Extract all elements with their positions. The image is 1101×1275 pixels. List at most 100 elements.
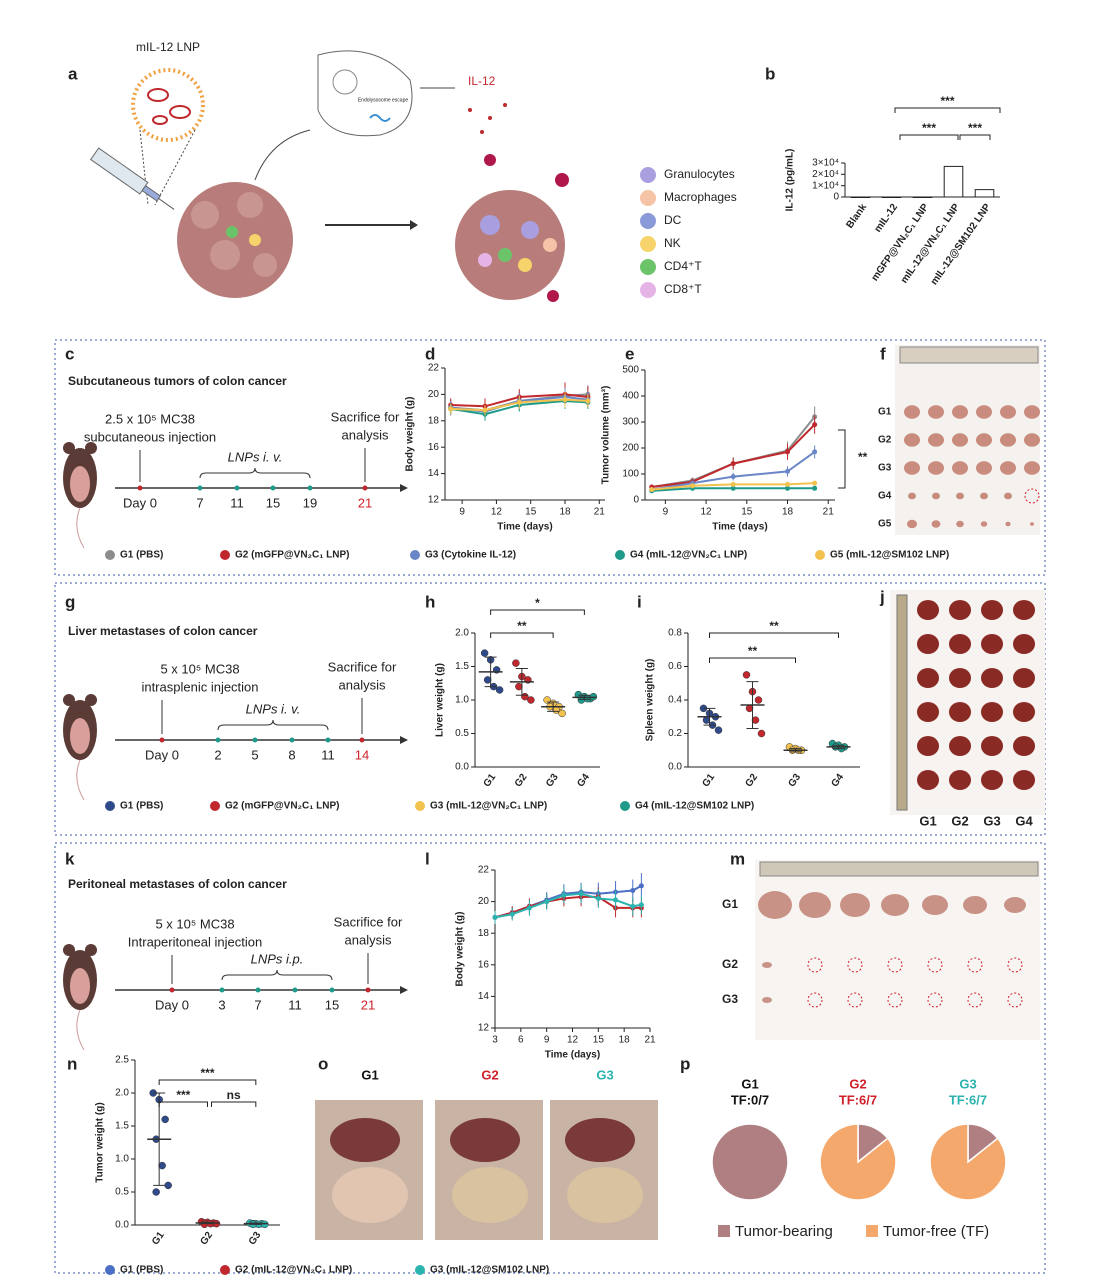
timeline-day: 11 bbox=[288, 997, 302, 1012]
legend-swatch bbox=[640, 213, 656, 229]
y-tick-label: 12 bbox=[428, 495, 440, 506]
y-tick-label: 1.0 bbox=[455, 695, 469, 706]
legend-swatch bbox=[415, 1265, 425, 1275]
timeline-day: 5 bbox=[251, 747, 258, 762]
tumor-photo bbox=[922, 895, 948, 915]
section-title: Liver metastases of colon cancer bbox=[68, 624, 258, 638]
point bbox=[516, 399, 522, 405]
il12-dot bbox=[503, 103, 507, 107]
mouse-tail bbox=[76, 759, 85, 801]
liver-photo bbox=[917, 634, 939, 654]
series-line bbox=[494, 895, 642, 919]
tumor-photo bbox=[952, 461, 968, 475]
mouse-ear bbox=[63, 442, 75, 454]
y-tick-label: 20 bbox=[478, 896, 490, 907]
timeline-dot bbox=[307, 485, 313, 491]
tumor-photo bbox=[956, 492, 964, 500]
empty-marker bbox=[967, 992, 983, 1008]
y-tick-label: 100 bbox=[622, 469, 639, 480]
liver-photo bbox=[917, 736, 939, 756]
legend-label: G2 (mGFP@VN₂C₁ LNP) bbox=[235, 550, 349, 561]
point bbox=[164, 1181, 172, 1190]
liver-photo bbox=[949, 702, 971, 722]
liver-photo bbox=[949, 736, 971, 756]
y-tick-label: 3×10⁴ bbox=[812, 158, 839, 169]
panel-label: d bbox=[425, 344, 435, 363]
panel-label: p bbox=[680, 1054, 690, 1073]
tumor-photo bbox=[1000, 433, 1016, 447]
y-tick-label: 0.5 bbox=[115, 1187, 129, 1198]
photo bbox=[755, 860, 1040, 1040]
tumor-photo bbox=[758, 891, 792, 919]
point bbox=[812, 449, 818, 455]
y-axis-label: Tumor weight (g) bbox=[95, 1102, 106, 1182]
endosome bbox=[332, 69, 358, 95]
sd-bar bbox=[746, 681, 759, 729]
significance-label: ** bbox=[769, 619, 779, 633]
mouse-belly bbox=[70, 718, 90, 754]
point bbox=[448, 406, 454, 412]
timeline-day: Day 0 bbox=[145, 747, 179, 762]
y-tick-label: 2.0 bbox=[115, 1088, 129, 1099]
tumor-photo bbox=[952, 405, 968, 419]
point bbox=[558, 709, 566, 718]
mouse-ear bbox=[63, 694, 75, 706]
cell bbox=[543, 238, 557, 252]
point bbox=[785, 449, 790, 455]
pie-subtitle: TF:0/7 bbox=[731, 1092, 769, 1107]
pie-subtitle: TF:6/7 bbox=[949, 1092, 987, 1107]
y-tick-label: 0 bbox=[833, 192, 839, 203]
pie-title: G1 bbox=[741, 1076, 758, 1091]
row-label: G2 bbox=[878, 435, 892, 446]
panel-label: k bbox=[65, 849, 75, 868]
mouse-ear bbox=[85, 442, 97, 454]
endpoint-text: analysis bbox=[339, 677, 386, 692]
point bbox=[730, 474, 736, 480]
significance-bracket bbox=[158, 1101, 208, 1107]
significance-label: ** bbox=[748, 644, 758, 658]
y-tick-label: 18 bbox=[428, 415, 440, 426]
timeline-dot bbox=[234, 485, 240, 491]
timeline-day: 2 bbox=[214, 747, 221, 762]
x-tick-label: 9 bbox=[663, 507, 669, 518]
y-tick-label: 16 bbox=[428, 442, 440, 453]
tumor-photo bbox=[976, 433, 992, 447]
mouse-tail bbox=[76, 507, 85, 549]
liver-photo bbox=[981, 634, 1003, 654]
liver-photo bbox=[981, 600, 1003, 620]
panel-label: i bbox=[637, 592, 642, 611]
point bbox=[638, 883, 644, 889]
liver-photo bbox=[917, 600, 939, 620]
legend-swatch bbox=[415, 801, 425, 811]
product-label: IL-12 bbox=[468, 74, 496, 88]
y-tick-label: 2.5 bbox=[115, 1055, 129, 1066]
injection-text: Intraperitoneal injection bbox=[128, 934, 262, 949]
y-tick-label: 1.0 bbox=[115, 1154, 129, 1165]
x-tick-label: 12 bbox=[491, 507, 503, 518]
x-tick-label: 6 bbox=[518, 1035, 524, 1046]
x-axis-label: Time (days) bbox=[712, 522, 767, 533]
tumor-photo bbox=[963, 896, 987, 914]
photo-label: G3 bbox=[596, 1067, 613, 1082]
empty-marker bbox=[807, 992, 823, 1008]
tumor-photo bbox=[928, 461, 944, 475]
timeline-dot bbox=[359, 737, 365, 743]
significance-bracket bbox=[838, 429, 846, 489]
cell bbox=[237, 192, 263, 218]
tumor-photo bbox=[956, 520, 964, 528]
liver-photo bbox=[981, 668, 1003, 688]
bar bbox=[881, 196, 902, 198]
x-tick-label: 18 bbox=[619, 1035, 631, 1046]
empty-marker bbox=[927, 957, 943, 973]
timeline-day: 11 bbox=[321, 747, 335, 762]
timeline-dot bbox=[270, 485, 276, 491]
lnp-diagram bbox=[89, 50, 569, 302]
y-tick-label: 20 bbox=[428, 389, 440, 400]
column-label: G1 bbox=[919, 813, 936, 828]
column-label: G2 bbox=[951, 813, 968, 828]
legend-swatch bbox=[640, 167, 656, 183]
mrna bbox=[369, 114, 391, 122]
significance-bracket bbox=[158, 1079, 257, 1085]
dosing-text: LNPs i. v. bbox=[246, 701, 301, 716]
